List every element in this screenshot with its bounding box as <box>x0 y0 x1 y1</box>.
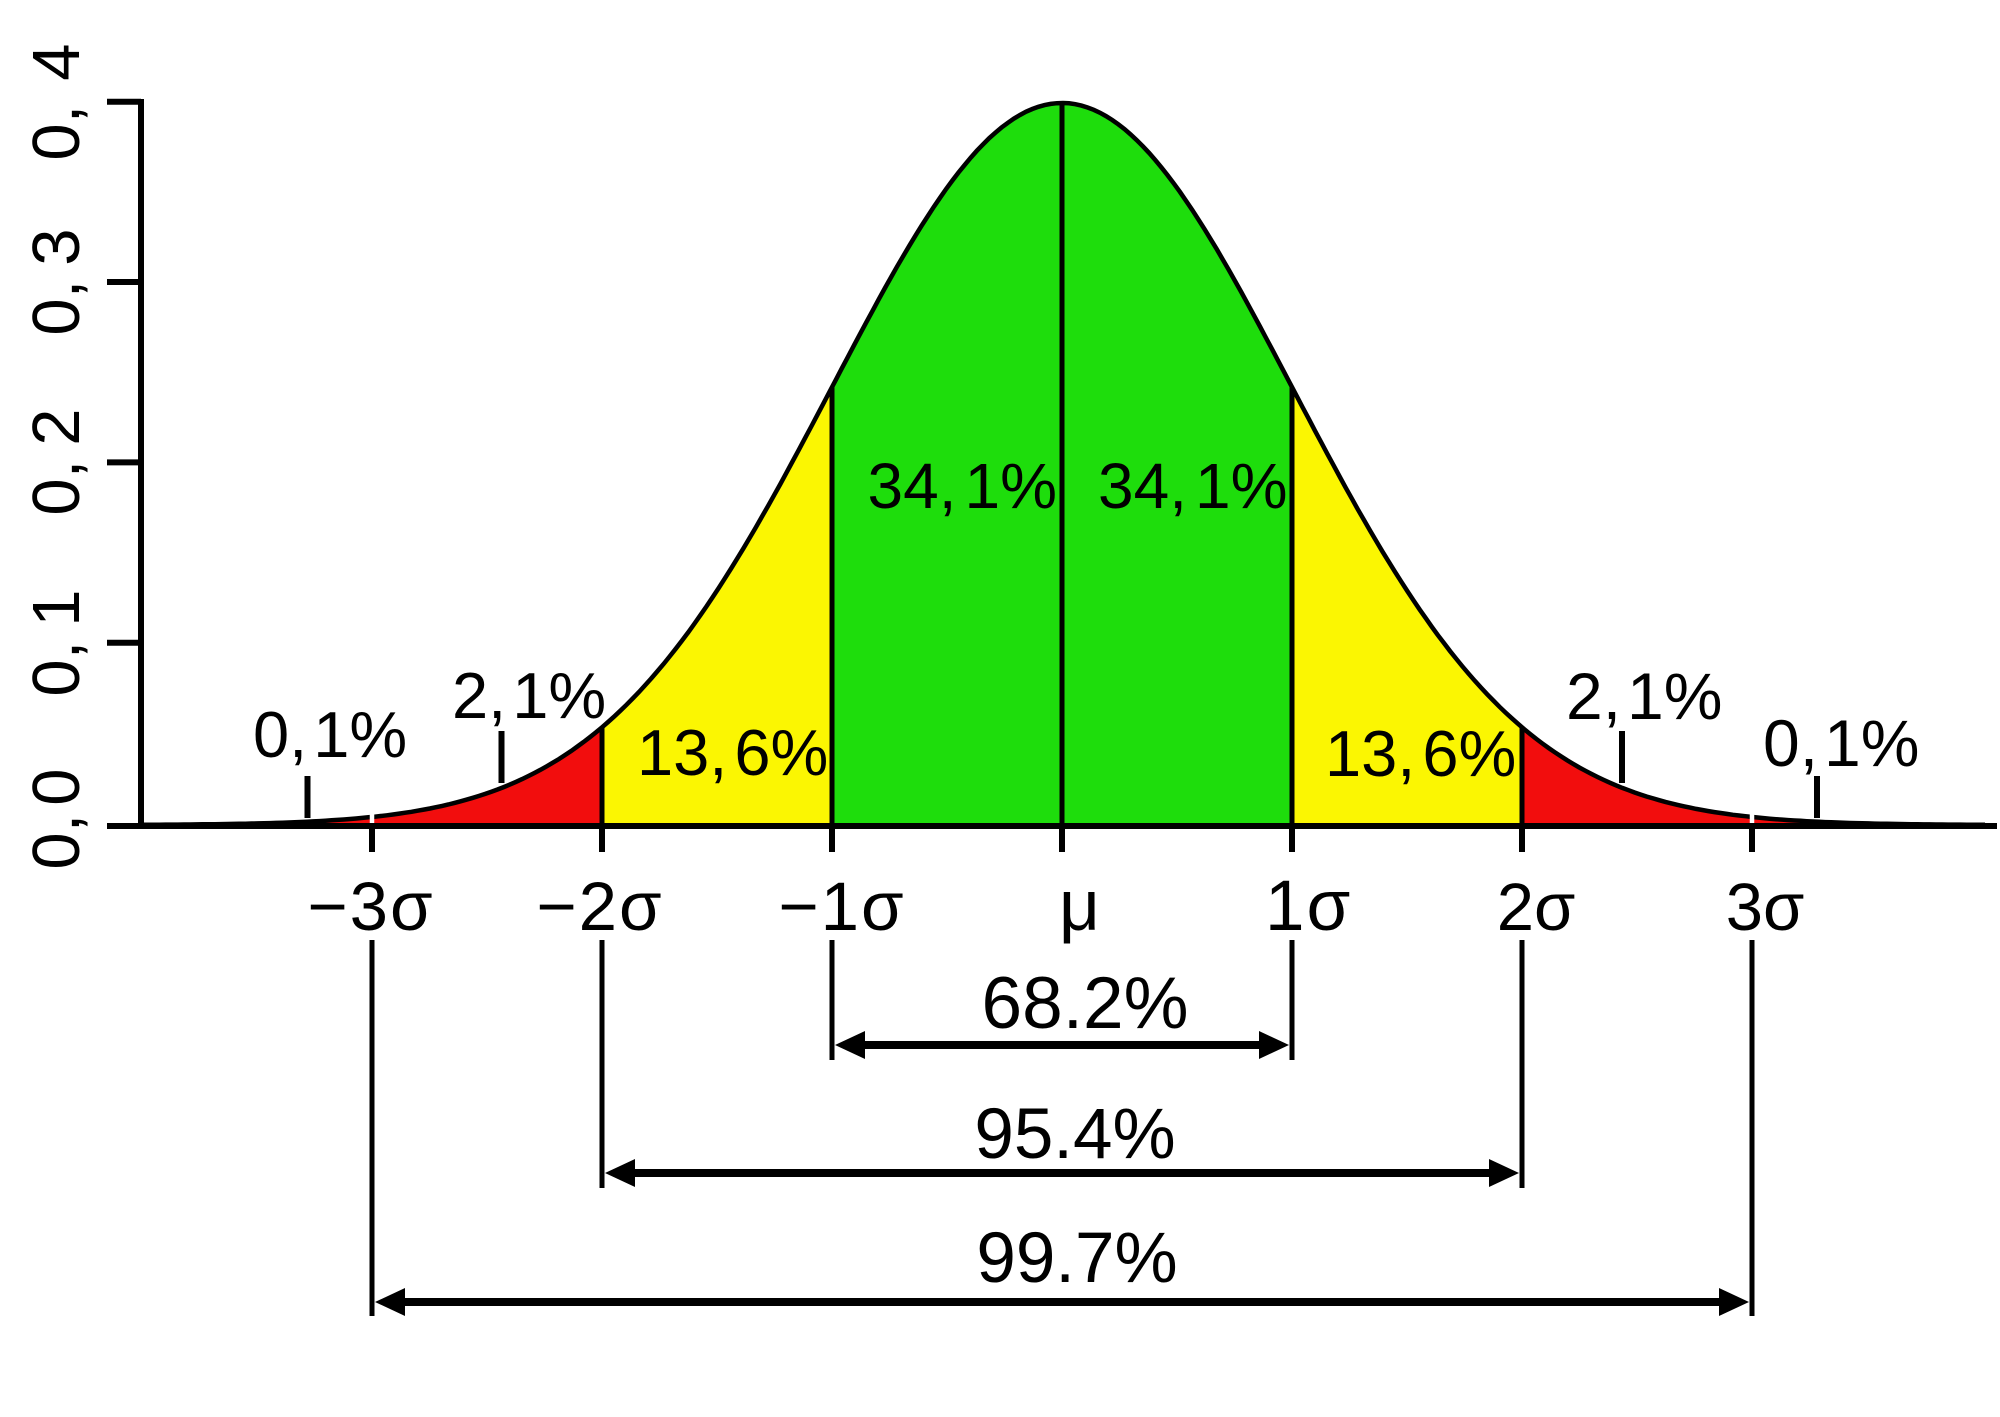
svg-text:0,1%: 0,1% <box>253 698 407 771</box>
svg-text:2,1%: 2,1% <box>452 659 606 732</box>
svg-text:2,1%: 2,1% <box>1566 659 1722 733</box>
svg-text:0,0: 0,0 <box>19 768 94 869</box>
svg-text:0,3: 0,3 <box>19 228 94 335</box>
svg-text:95.4%: 95.4% <box>974 1095 1175 1174</box>
svg-text:μ: μ <box>1059 867 1100 946</box>
svg-text:1σ: 1σ <box>1265 867 1352 946</box>
svg-text:0,2: 0,2 <box>19 408 94 515</box>
svg-text:−2σ: −2σ <box>536 868 663 945</box>
svg-text:99.7%: 99.7% <box>976 1219 1177 1298</box>
svg-text:−3σ: −3σ <box>307 868 434 945</box>
svg-text:68.2%: 68.2% <box>982 963 1189 1044</box>
svg-text:3σ: 3σ <box>1726 870 1805 945</box>
svg-text:0,1: 0,1 <box>19 589 94 696</box>
svg-text:2σ: 2σ <box>1497 870 1576 945</box>
svg-text:−1σ: −1σ <box>778 868 905 945</box>
svg-text:13,6%: 13, 6% <box>1325 717 1516 790</box>
svg-text:0,1%: 0,1% <box>1763 706 1919 780</box>
